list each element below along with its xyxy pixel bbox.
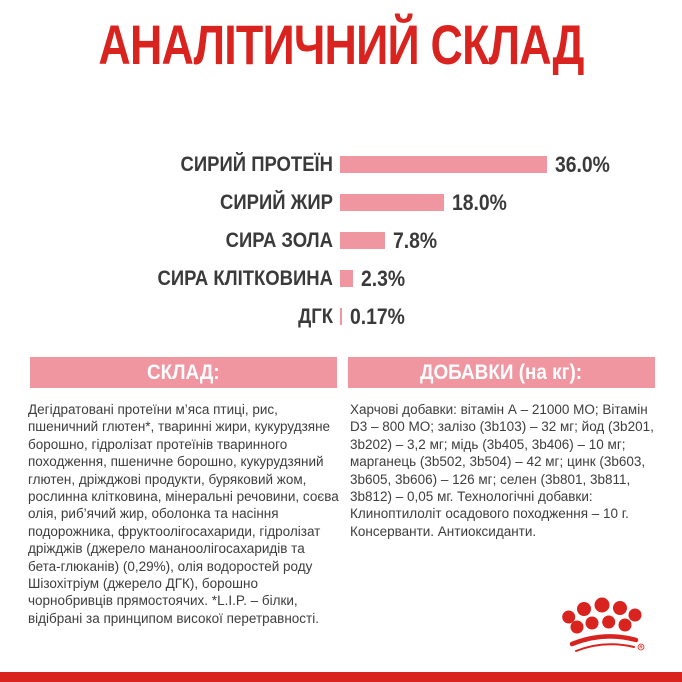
additives-body-text: Харчові добавки: вітамін А – 21000 МО; В… bbox=[350, 402, 654, 539]
category-label: СИРА ЗОЛА bbox=[225, 229, 333, 252]
chart-row: СИРИЙ ЖИР 18.0% bbox=[0, 188, 682, 218]
additives-header-label: ДОБАВКИ (на кг): bbox=[420, 361, 583, 384]
category-label: СИРА КЛІТКОВИНА bbox=[157, 267, 333, 290]
chart-row: СИРА КЛІТКОВИНА 2.3% bbox=[0, 264, 682, 294]
composition-body-text: Дегідратовані протеїни м’яса птиці, рис,… bbox=[28, 402, 339, 626]
value-label: 2.3% bbox=[361, 266, 406, 291]
bar-crude-protein bbox=[340, 156, 547, 173]
bar-crude-fat bbox=[340, 194, 444, 211]
chart-row: ДГК 0.17% bbox=[0, 302, 682, 332]
chart-row: СИРИЙ ПРОТЕЇН 36.0% bbox=[0, 150, 682, 180]
category-label: СИРИЙ ПРОТЕЇН bbox=[180, 153, 333, 176]
royal-canin-crown-logo: R bbox=[562, 597, 645, 652]
category-label: ДГК bbox=[298, 305, 333, 328]
bar-crude-ash bbox=[340, 232, 385, 249]
bottom-red-strip bbox=[0, 672, 682, 682]
bar-crude-fibre bbox=[340, 270, 353, 287]
value-label: 7.8% bbox=[393, 228, 438, 253]
additives-header-badge: ДОБАВКИ (на кг): bbox=[348, 357, 655, 388]
category-label: СИРИЙ ЖИР bbox=[220, 191, 333, 214]
composition-header-label: СКЛАД: bbox=[147, 361, 220, 384]
bar-dha bbox=[340, 308, 342, 325]
value-label: 18.0% bbox=[452, 190, 507, 215]
value-label: 0.17% bbox=[350, 304, 405, 329]
chart-row: СИРА ЗОЛА 7.8% bbox=[0, 226, 682, 256]
value-label: 36.0% bbox=[555, 152, 610, 177]
svg-text:R: R bbox=[639, 645, 643, 650]
page-title: АНАЛІТИЧНИЙ СКЛАД bbox=[98, 13, 584, 76]
composition-header-badge: СКЛАД: bbox=[30, 357, 337, 388]
registered-trademark-icon: R bbox=[637, 643, 645, 651]
